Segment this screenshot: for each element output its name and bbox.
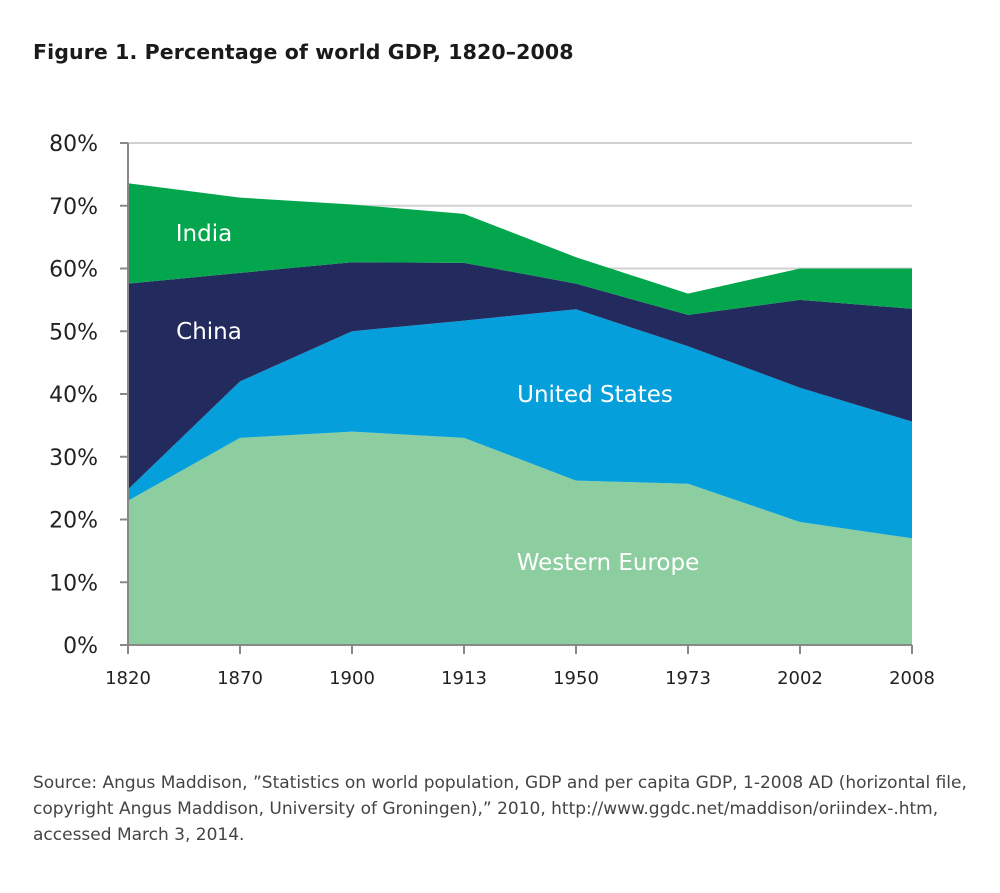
stacked-area-chart: 0% 10% 20% 30% 40% 50% 60% 70% 80% 1820 1870 1900 19…	[49, 132, 935, 689]
x-tick-label: 2008	[889, 668, 935, 689]
area-china	[128, 262, 912, 490]
x-tick-label: 1950	[553, 668, 599, 689]
x-tick-label: 1900	[329, 668, 375, 689]
y-tick-label: 30%	[49, 446, 98, 471]
series-label-united-states: United States	[517, 382, 673, 408]
y-tick-label: 10%	[49, 571, 98, 596]
area-united-states	[128, 309, 912, 539]
y-tick-label: 40%	[49, 383, 98, 408]
x-tick-label: 1870	[217, 668, 263, 689]
series-labels: Western Europe United States China India	[176, 221, 699, 576]
area-series	[128, 183, 912, 645]
area-india	[128, 183, 912, 315]
series-label-china: China	[176, 319, 242, 345]
chart-title: Figure 1. Percentage of world GDP, 1820–…	[33, 40, 574, 64]
x-tick-label: 1973	[665, 668, 711, 689]
area-western-europe	[128, 431, 912, 645]
x-tick-label: 1913	[441, 668, 487, 689]
axes: 0% 10% 20% 30% 40% 50% 60% 70% 80% 1820 1870 1900 19…	[49, 132, 935, 689]
y-tick-label: 0%	[63, 634, 98, 659]
y-tick-label: 80%	[49, 132, 98, 157]
source-note: Source: Angus Maddison, ”Statistics on w…	[33, 773, 967, 845]
series-label-india: India	[176, 221, 232, 247]
y-tick-label: 50%	[49, 320, 98, 345]
x-tick-label: 2002	[777, 668, 823, 689]
y-tick-label: 60%	[49, 258, 98, 283]
y-tick-label: 20%	[49, 509, 98, 534]
y-tick-label: 70%	[49, 195, 98, 220]
x-tick-label: 1820	[105, 668, 151, 689]
series-label-western-europe: Western Europe	[517, 550, 700, 576]
